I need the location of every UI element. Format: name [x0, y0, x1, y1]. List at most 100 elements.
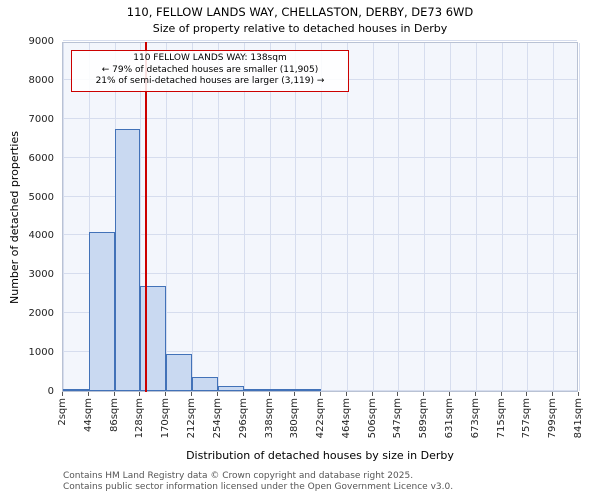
- grid-line-horizontal: [63, 156, 577, 158]
- grid-line-horizontal: [63, 195, 577, 197]
- marker-line: [144, 42, 147, 392]
- x-tick-label: 841sqm: [573, 398, 584, 439]
- x-tick-mark: [346, 392, 348, 396]
- x-axis-label: Distribution of detached houses by size …: [186, 449, 454, 462]
- x-tick-mark: [87, 392, 89, 396]
- x-tick-mark: [242, 392, 244, 396]
- grid-line-horizontal: [63, 40, 577, 41]
- histogram-bar: [166, 354, 193, 391]
- grid-line-vertical: [579, 43, 580, 391]
- grid-line-vertical: [398, 43, 400, 391]
- x-tick-mark: [526, 392, 528, 396]
- grid-line-vertical: [372, 43, 374, 391]
- histogram-bar: [114, 128, 141, 391]
- grid-line-horizontal: [63, 312, 577, 314]
- x-tick-mark: [371, 392, 373, 396]
- grid-line-vertical: [243, 43, 245, 391]
- histogram-bar: [217, 386, 244, 391]
- y-tick-label: 3000: [28, 269, 54, 281]
- grid-line-vertical: [192, 43, 194, 391]
- grid-line-vertical: [295, 43, 297, 391]
- y-tick-label: 0: [47, 386, 54, 397]
- x-tick-mark: [191, 392, 193, 396]
- histogram-bar: [88, 231, 115, 391]
- x-tick-mark: [216, 392, 218, 396]
- x-tick-label: 296sqm: [237, 398, 249, 439]
- grid-line-vertical: [269, 43, 271, 391]
- plot-area: 110 FELLOW LANDS WAY: 138sqm ← 79% of de…: [62, 40, 580, 392]
- y-tick-label: 2000: [28, 308, 54, 320]
- grid-line-vertical: [140, 43, 142, 391]
- chart-title: 110, FELLOW LANDS WAY, CHELLASTON, DERBY…: [126, 5, 474, 19]
- x-tick-label: 170sqm: [160, 398, 172, 439]
- annotation-box: 110 FELLOW LANDS WAY: 138sqm ← 79% of de…: [71, 50, 349, 92]
- y-tick-label: 7000: [28, 113, 54, 125]
- footer-line: Contains public sector information licen…: [63, 481, 454, 492]
- grid-line-horizontal: [63, 273, 577, 275]
- x-tick-mark: [500, 392, 502, 396]
- y-axis-label-wrap: Number of detached properties: [2, 42, 26, 392]
- x-tick-mark: [552, 392, 554, 396]
- x-tick-label: 547sqm: [392, 398, 404, 439]
- grid-line-horizontal: [63, 351, 577, 353]
- x-tick-mark: [113, 392, 115, 396]
- y-tick-label: 4000: [28, 230, 54, 242]
- x-tick-label: 506sqm: [366, 398, 378, 439]
- x-tick-mark: [448, 392, 450, 396]
- grid-line-vertical: [217, 43, 219, 391]
- grid-line-vertical: [88, 43, 90, 391]
- footer: Contains HM Land Registry data © Crown c…: [63, 471, 453, 492]
- x-tick-label: 673sqm: [469, 398, 481, 439]
- grid-line-vertical: [347, 43, 349, 391]
- x-tick-label: 254sqm: [211, 398, 223, 439]
- x-tick-label: 128sqm: [134, 398, 146, 439]
- annotation-smaller-share: ← 79% of detached houses are smaller (11…: [101, 64, 319, 75]
- x-tick-mark: [578, 392, 579, 396]
- y-tick-label: 1000: [28, 347, 54, 359]
- histogram-bar: [295, 389, 322, 391]
- grid-line-vertical: [63, 43, 64, 391]
- y-tick-label: 6000: [28, 152, 54, 164]
- x-tick-label: 757sqm: [521, 398, 533, 439]
- grid-line-vertical: [449, 43, 451, 391]
- x-tick-mark: [397, 392, 399, 396]
- grid-line-vertical: [166, 43, 168, 391]
- grid-line-vertical: [321, 43, 323, 391]
- grid-line-vertical: [475, 43, 477, 391]
- x-tick-label: 2sqm: [57, 398, 68, 426]
- annotation-larger-share: 21% of semi-detached houses are larger (…: [95, 76, 325, 86]
- grid-line-vertical: [501, 43, 503, 391]
- histogram-bar: [269, 389, 296, 391]
- x-tick-mark: [62, 392, 63, 396]
- x-tick-label: 464sqm: [341, 398, 353, 439]
- chart-subtitle: Size of property relative to detached ho…: [152, 22, 448, 35]
- y-tick-label: 9000: [28, 36, 54, 47]
- histogram-bar: [243, 388, 270, 391]
- x-tick-label: 715sqm: [495, 398, 507, 439]
- x-tick-mark: [320, 392, 322, 396]
- y-tick-label: 8000: [28, 74, 54, 86]
- x-tick-label: 589sqm: [418, 398, 429, 439]
- x-tick-label: 422sqm: [315, 398, 327, 439]
- x-tick-label: 44sqm: [82, 398, 94, 433]
- x-tick-label: 212sqm: [186, 398, 198, 439]
- x-tick-mark: [268, 392, 270, 396]
- x-tick-mark: [474, 392, 476, 396]
- y-tick-label: 5000: [28, 191, 54, 203]
- grid-line-vertical: [424, 43, 425, 391]
- grid-line-vertical: [527, 43, 529, 391]
- x-tick-label: 799sqm: [547, 398, 559, 439]
- x-tick-label: 631sqm: [443, 398, 455, 439]
- histogram-bar: [63, 389, 89, 391]
- annotation-property-size: 110 FELLOW LANDS WAY: 138sqm: [133, 53, 287, 63]
- grid-line-horizontal: [63, 117, 577, 119]
- histogram-bar: [192, 377, 218, 391]
- x-tick-mark: [165, 392, 167, 396]
- x-tick-mark: [423, 392, 424, 396]
- x-tick-mark: [139, 392, 141, 396]
- grid-line-horizontal: [63, 234, 577, 236]
- x-tick-label: 86sqm: [108, 398, 120, 433]
- footer-line: Contains HM Land Registry data © Crown c…: [63, 471, 414, 481]
- x-tick-mark: [294, 392, 296, 396]
